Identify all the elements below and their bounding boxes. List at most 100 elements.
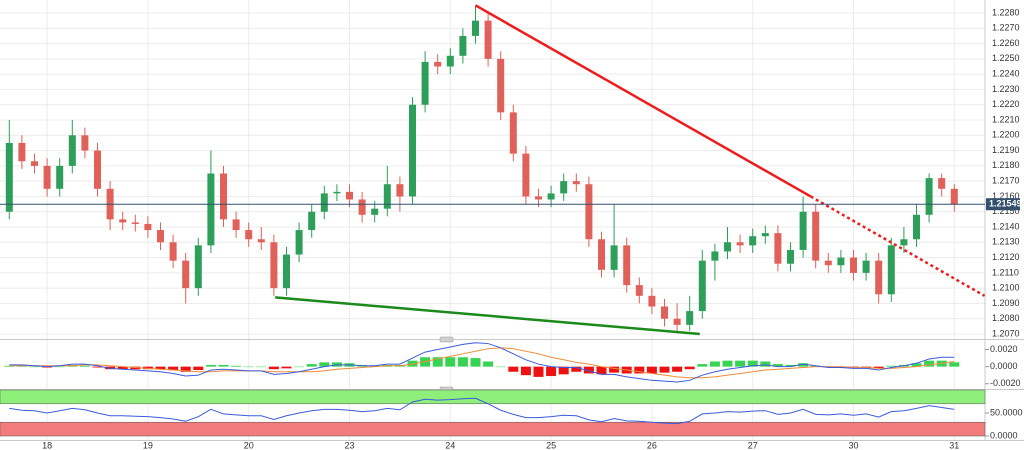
candle-body: [572, 181, 580, 185]
macd-line: [9, 342, 955, 383]
macd-histogram-bar: [571, 366, 582, 372]
candle-body: [661, 306, 668, 319]
candle-body: [509, 112, 517, 154]
macd-histogram-bar: [54, 366, 65, 368]
candle-body: [295, 230, 303, 255]
candle-body: [673, 318, 681, 325]
panel-handle[interactable]: [439, 336, 454, 343]
candle-body: [43, 165, 51, 189]
candle-body: [409, 104, 416, 197]
candle-body: [31, 161, 38, 166]
candle-body: [598, 239, 605, 270]
macd-histogram-bar: [483, 361, 494, 367]
candle-body: [157, 230, 164, 243]
candle-body: [547, 193, 555, 200]
candle-body: [648, 295, 656, 307]
x-tick-label: 31: [949, 440, 959, 450]
macd-histogram-bar: [306, 364, 317, 367]
candle-body: [81, 135, 89, 151]
x-tick-label: 19: [143, 440, 153, 450]
y-tick-label: 1.2250: [992, 53, 1020, 63]
candle-body: [383, 184, 391, 209]
macd-histogram-bar: [911, 363, 922, 367]
macd-histogram-bar: [294, 366, 305, 368]
macd-histogram-bar: [168, 366, 179, 371]
candle-body: [5, 142, 13, 212]
y-tick-label: 1.2230: [992, 84, 1020, 94]
y-tick-label: 1.2120: [992, 252, 1020, 262]
macd-histogram-bar: [798, 363, 809, 367]
y-tick-label: 1.2110: [992, 267, 1019, 277]
y-tick-label: 1.2100: [992, 283, 1020, 293]
candle-body: [887, 245, 895, 295]
macd-histogram-bar: [256, 366, 267, 368]
x-tick-label: 25: [546, 440, 556, 450]
y-tick-label: 1.2090: [992, 298, 1020, 308]
candle-body: [207, 173, 215, 246]
macd-histogram-bar: [609, 366, 620, 373]
candle-body: [535, 196, 542, 200]
macd-histogram-bar: [684, 366, 695, 370]
macd-histogram-bar: [546, 366, 557, 377]
candle-body: [270, 242, 278, 289]
macd-histogram-bar: [735, 360, 746, 367]
y-tick-label: 1.2180: [992, 160, 1020, 170]
candle-body: [169, 242, 177, 261]
candle-body: [560, 181, 568, 194]
x-tick-label: 23: [344, 440, 354, 450]
candle-body: [686, 311, 694, 325]
y-tick-label: 1.2280: [992, 7, 1020, 17]
candle-body: [761, 233, 769, 237]
y-tick-label: 1.2200: [992, 130, 1020, 140]
y-tick-label: 1.2160: [992, 191, 1020, 201]
candle-body: [850, 257, 857, 273]
macd-histogram-bar: [949, 362, 960, 367]
macd-histogram-bar: [445, 357, 456, 367]
macd-histogram-bar: [646, 366, 657, 374]
macd-signal-line: [9, 347, 955, 379]
macd-histogram-bar: [785, 364, 796, 367]
y-tick-label: 1.2130: [992, 237, 1020, 247]
x-tick-label: 24: [445, 440, 455, 450]
y-tick-label: 1.2150: [992, 206, 1020, 216]
macd-histogram-bar: [319, 362, 330, 367]
candle-body: [421, 61, 429, 105]
macd-histogram-bar: [193, 366, 204, 371]
macd-histogram-bar: [583, 366, 594, 374]
y-tick-label: 0.0020: [990, 344, 1018, 354]
rsi-line: [9, 397, 955, 425]
candle-body: [434, 61, 442, 67]
candle-body: [635, 285, 643, 296]
trend-line: [275, 296, 700, 336]
y-tick-label: 50.0000: [990, 407, 1023, 417]
y-tick-label: 1.2140: [992, 221, 1020, 231]
candle-body: [824, 260, 832, 266]
macd-histogram-bar: [231, 365, 242, 367]
candle-body: [837, 257, 845, 266]
candle-body: [724, 242, 731, 252]
candle-body: [938, 178, 946, 189]
macd-histogram-bar: [92, 366, 103, 368]
rsi-zone: [0, 389, 986, 405]
candle-body: [925, 178, 933, 215]
macd-histogram-bar: [495, 366, 506, 368]
x-tick-label: 18: [42, 440, 52, 450]
macd-histogram-bar: [924, 360, 935, 367]
macd-histogram-bar: [155, 366, 166, 370]
candle-body: [220, 173, 227, 220]
macd-histogram-bar: [268, 366, 279, 370]
candle-body: [283, 254, 290, 289]
macd-histogram-bar: [457, 357, 468, 367]
candle-body: [371, 208, 379, 215]
candle-body: [585, 184, 593, 240]
candle-body: [68, 135, 76, 166]
macd-histogram-bar: [243, 366, 254, 368]
macd-histogram-bar: [886, 365, 897, 367]
macd-histogram-bar: [672, 366, 683, 372]
candle-body: [144, 223, 152, 231]
candle-body: [698, 260, 706, 312]
candle-body: [358, 199, 366, 215]
macd-histogram-bar: [281, 366, 292, 369]
candle-body: [320, 193, 328, 212]
candle-body: [623, 245, 631, 286]
